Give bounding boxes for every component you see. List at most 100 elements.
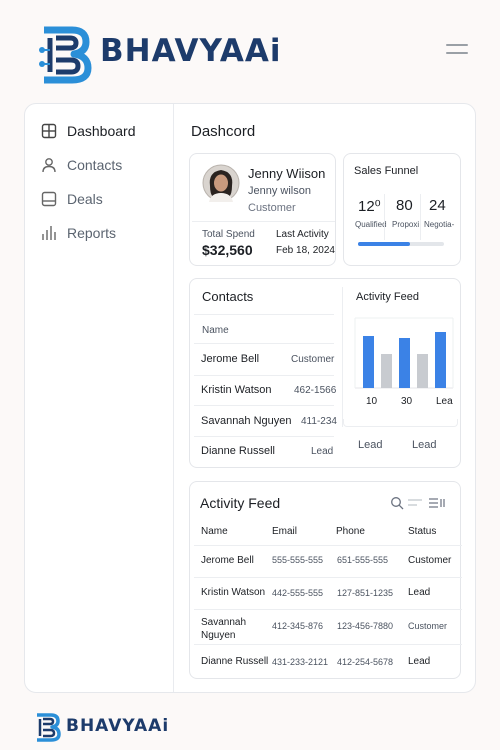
avatar [202, 164, 240, 202]
contacts-title: Contacts [202, 289, 254, 304]
feed-cell-email: 412-345-876 [272, 621, 324, 631]
feed-cell-phone: 412-254-5678 [337, 657, 394, 667]
divider [194, 609, 462, 610]
chart-footer-label: Lead [412, 439, 437, 451]
sidebar-item-label: Reports [67, 225, 117, 241]
inbox-icon [41, 191, 57, 207]
chart-tick-label: 30 [401, 396, 413, 407]
user-icon [42, 158, 56, 173]
contact-value: 411-234 [301, 416, 337, 427]
feed-cell-phone: 651-555-555 [337, 555, 389, 565]
chart-tick-label: Lea [436, 396, 453, 407]
bar-chart-icon [42, 226, 56, 240]
feed-cell-phone: 123-456-7880 [337, 621, 394, 631]
sidebar-item-dashboard[interactable]: Dashboard [41, 119, 136, 143]
contacts-card: Contacts Name Jerome Bell Customer Krist… [189, 278, 461, 468]
chart-footer-label: Lead [358, 439, 383, 451]
feed-cell-email: 431-233-2121 [272, 657, 329, 667]
funnel-progress-fill [358, 242, 410, 246]
chart-bar [381, 354, 392, 388]
feed-title: Activity Feed [200, 495, 281, 511]
contact-name: Kristin Watson [201, 384, 272, 396]
chart-bar [435, 332, 446, 388]
feed-cell-name: Kristin Watson [201, 587, 266, 598]
feed-column-header: Name [201, 526, 228, 537]
divider [194, 314, 334, 315]
feed-column-header: Status [408, 526, 437, 537]
feed-cell-phone: 127-851-1235 [337, 588, 394, 598]
contact-value: Lead [311, 446, 334, 457]
activity-bar-chart [354, 317, 454, 389]
contact-name: Dianne Russell [201, 445, 275, 457]
profile-card: Jenny Wiison Jenny wilson Customer Total… [189, 153, 336, 266]
sidebar-item-reports[interactable]: Reports [41, 221, 116, 245]
divider [384, 194, 385, 240]
total-spend-value: $32,560 [202, 242, 253, 258]
profile-role: Customer [248, 202, 296, 214]
footer-logo-icon [37, 713, 61, 742]
funnel-title: Sales Funnel [354, 165, 419, 177]
menu-icon[interactable] [446, 44, 468, 58]
feed-cell-name: Savannah Nguyen [201, 617, 247, 641]
filter-icon[interactable] [408, 498, 422, 508]
total-spend-label: Total Spend [202, 229, 255, 240]
sidebar-item-label: Dashboard [67, 123, 136, 139]
feed-cell-name: Jerome Bell [201, 555, 254, 566]
feed-cell-email: 442-555-555 [272, 588, 324, 598]
sidebar: Dashboard Contacts Deals Reports [25, 104, 174, 692]
sidebar-item-label: Contacts [67, 157, 123, 173]
divider [420, 194, 421, 240]
feed-column-header: Phone [336, 526, 365, 537]
grid-icon [41, 123, 57, 139]
search-icon[interactable] [390, 496, 404, 510]
feed-column-header: Email [272, 526, 298, 537]
sidebar-item-contacts[interactable]: Contacts [41, 153, 122, 177]
sidebar-item-deals[interactable]: Deals [41, 187, 103, 211]
contact-name: Savannah Nguyen [201, 415, 292, 427]
divider [194, 375, 334, 376]
funnel-progress-track [358, 242, 444, 246]
funnel-stat-value: 12⁰ [358, 198, 381, 215]
feed-cell-email: 555-555-555 [272, 555, 324, 565]
last-activity-label: Last Activity [276, 229, 329, 240]
chart-bar [399, 338, 410, 388]
funnel-stat-value: 80 [396, 197, 413, 214]
divider [194, 644, 462, 645]
feed-cell-status: Lead [408, 656, 431, 667]
divider [194, 545, 462, 546]
chart-bar [363, 336, 374, 388]
divider [194, 436, 334, 437]
divider [192, 221, 335, 222]
contact-value: 462-1566 [294, 385, 337, 396]
divider [194, 405, 334, 406]
sales-funnel-card: Sales Funnel 12⁰ Qualified 80 Propoxi 24… [343, 153, 461, 266]
last-activity-value: Feb 18, 2024 [276, 245, 335, 256]
contact-value: Customer [291, 354, 335, 365]
funnel-stat-label: Propoxi [392, 220, 420, 229]
contacts-column-name: Name [202, 325, 229, 336]
funnel-stat-label: Negotia- [424, 220, 455, 229]
feed-cell-name: Dianne Russell [201, 656, 269, 667]
activity-feed-card: Activity Feed Name Email Phone Status Je… [189, 481, 462, 679]
profile-name: Jenny Wiison [248, 166, 326, 181]
divider [342, 287, 343, 427]
funnel-stat-value: 24 [429, 197, 446, 214]
page-title: Dashcord [191, 123, 256, 140]
footer-brand-name: BHAVYAAi [66, 716, 170, 736]
brand-logo-icon [39, 26, 92, 84]
funnel-stat-label: Qualified [355, 220, 387, 229]
chart-frame [343, 419, 458, 427]
feed-cell-status: Customer [408, 555, 452, 566]
sidebar-item-label: Deals [67, 191, 103, 207]
profile-username: Jenny wilson [248, 185, 311, 197]
activity-chart-title: Activity Feed [356, 291, 419, 303]
contact-name: Jerome Bell [201, 353, 260, 365]
columns-icon[interactable] [429, 497, 447, 509]
feed-cell-status: Lead [408, 587, 431, 598]
divider [194, 577, 462, 578]
brand-name: BHAVYAAi [100, 33, 282, 69]
divider [194, 343, 334, 344]
feed-cell-status: Customer [408, 621, 448, 631]
chart-tick-label: 10 [366, 396, 378, 407]
chart-bar [417, 354, 428, 388]
